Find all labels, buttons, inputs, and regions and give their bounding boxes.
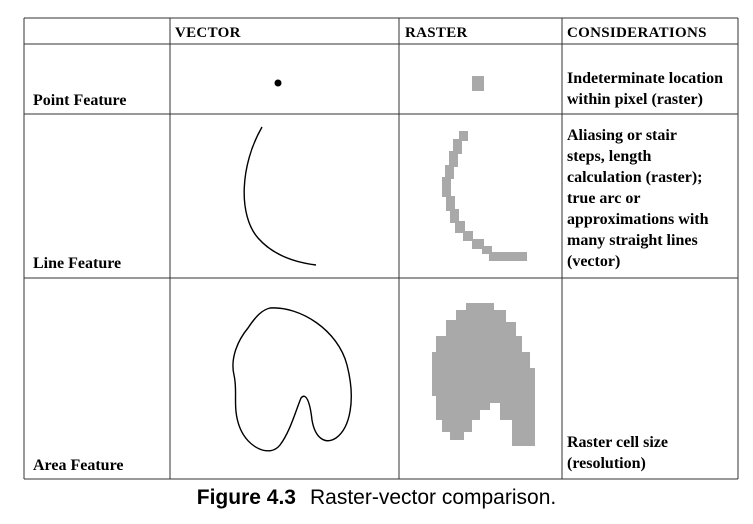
vector-area xyxy=(232,307,352,452)
considerations-line: true arc or xyxy=(567,190,641,207)
considerations-line: calculation (raster); xyxy=(567,169,703,186)
table-borders xyxy=(23,17,739,480)
considerations-line: many straight lines xyxy=(567,232,698,249)
raster-point xyxy=(472,76,484,91)
considerations-point: Indeterminate location within pixel (ras… xyxy=(567,68,723,110)
table-grid xyxy=(23,17,739,480)
vector-line xyxy=(243,126,317,266)
considerations-line: steps, length xyxy=(567,148,652,165)
figure-number: Figure 4.3 xyxy=(196,486,296,509)
row-label-area: Area Feature xyxy=(33,457,124,474)
raster-line xyxy=(442,131,527,261)
considerations-line: Indeterminate location xyxy=(567,70,723,87)
figure-caption: Figure 4.3 Raster-vector comparison. xyxy=(0,486,753,510)
considerations-line: approximations with xyxy=(567,211,709,228)
considerations-line: Aliasing or stair xyxy=(567,127,677,144)
considerations-line: Raster cell size xyxy=(567,434,668,451)
raster-area xyxy=(432,303,535,446)
vector-point xyxy=(274,79,282,87)
row-label-point: Point Feature xyxy=(33,92,127,109)
figure-caption-text: Raster-vector comparison. xyxy=(309,486,557,509)
row-label-line: Line Feature xyxy=(33,255,122,272)
considerations-line: (resolution) xyxy=(567,455,646,472)
considerations-line: within pixel (raster) xyxy=(567,91,703,108)
header-considerations: CONSIDERATIONS xyxy=(567,25,707,41)
considerations-line: (vector) xyxy=(567,253,621,270)
header-vector: VECTOR xyxy=(175,25,241,41)
considerations-line-feature: Aliasing or stair steps, length calculat… xyxy=(567,125,709,272)
header-raster: RASTER xyxy=(405,25,468,41)
considerations-area: Raster cell size (resolution) xyxy=(567,432,668,474)
